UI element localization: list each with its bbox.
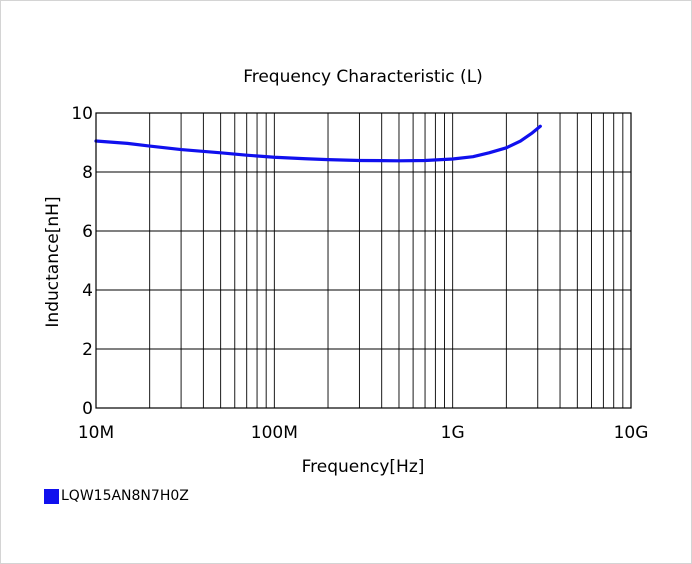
series-layer <box>94 124 542 163</box>
tick-label-layer: 10M 100M 1G 10G 0 2 4 6 8 10 <box>71 104 648 443</box>
y-tick-label: 0 <box>82 399 93 419</box>
y-axis-title: Inductance[nH] <box>43 196 63 327</box>
x-tick-label: 10M <box>78 423 114 443</box>
legend: LQW15AN8N7H0Z <box>44 488 189 504</box>
plot-area-border <box>95 112 632 409</box>
y-tick-label: 2 <box>82 340 93 360</box>
x-axis-title: Frequency[Hz] <box>302 457 425 477</box>
y-tick-label: 10 <box>71 104 93 124</box>
legend-swatch <box>44 488 59 504</box>
grid-layer <box>96 113 631 408</box>
x-tick-label: 100M <box>251 423 298 443</box>
y-tick-label: 4 <box>82 281 93 301</box>
legend-label: LQW15AN8N7H0Z <box>61 488 189 504</box>
y-tick-label: 8 <box>82 163 93 183</box>
x-tick-label: 10G <box>614 423 649 443</box>
y-tick-label: 6 <box>82 222 93 242</box>
chart-title: Frequency Characteristic (L) <box>243 67 483 87</box>
series-line <box>94 124 542 163</box>
x-tick-label: 1G <box>441 423 465 443</box>
